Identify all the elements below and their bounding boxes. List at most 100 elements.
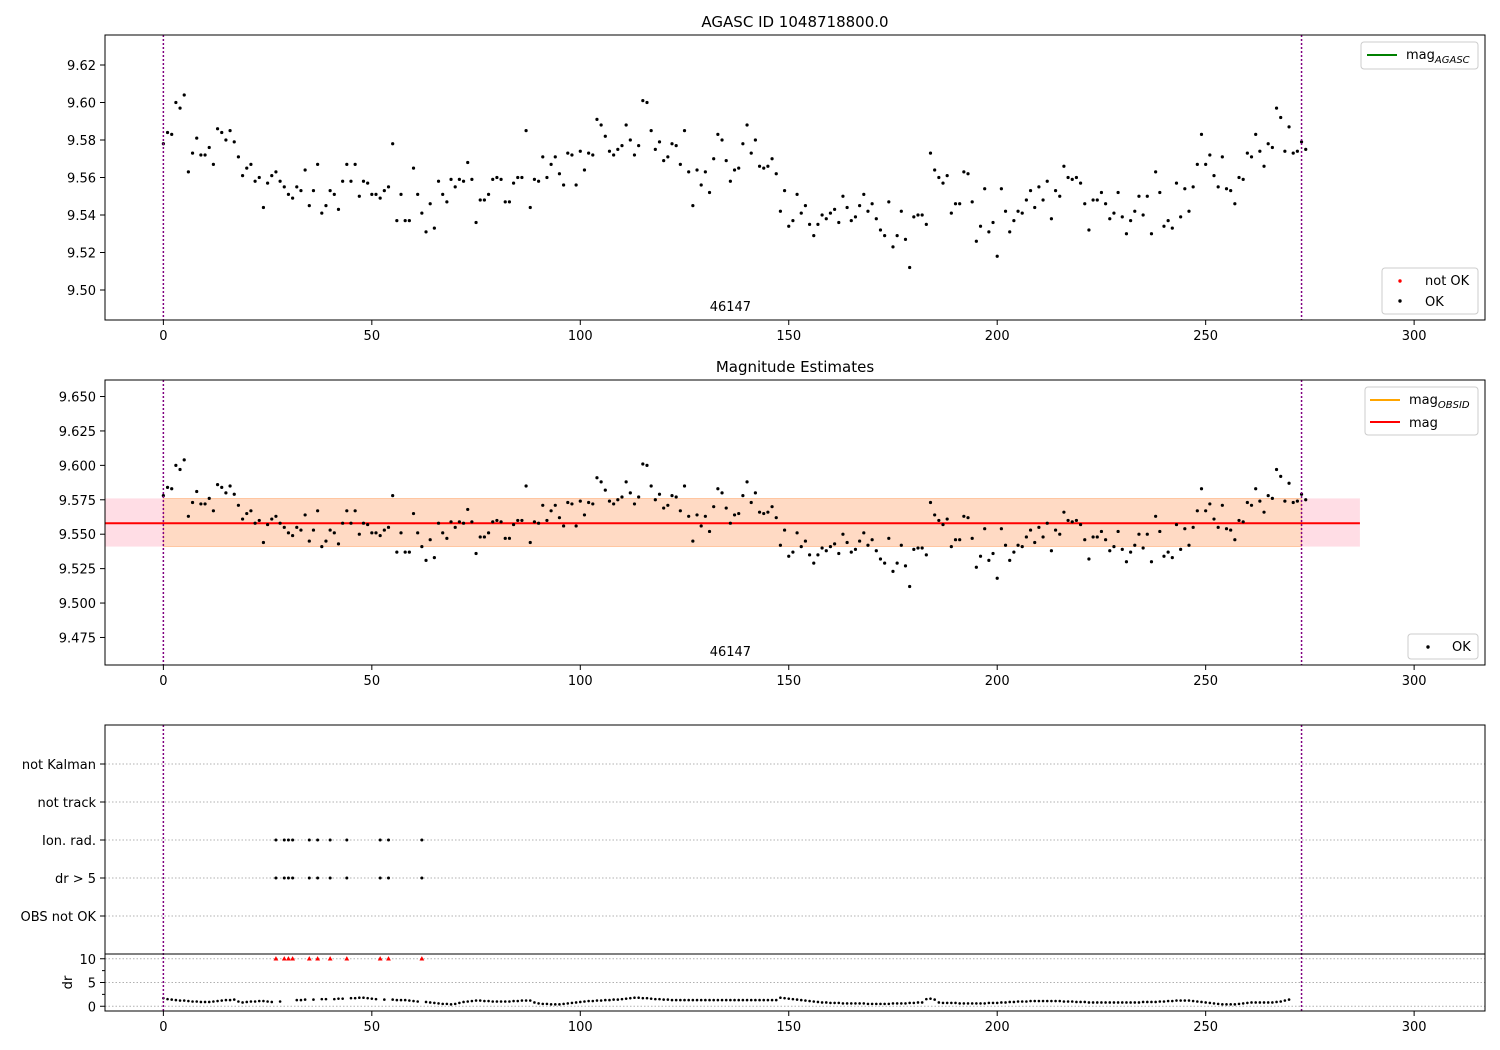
dr-point: [528, 999, 532, 1002]
dr-point: [178, 999, 182, 1002]
mag-point: [928, 500, 933, 505]
magnitude-estimates-panel: Magnitude Estimates 0 50 100 150 200 250 300 9…: [59, 358, 1486, 689]
dr-tick-label: 0: [88, 1000, 96, 1015]
mag-point: [737, 166, 741, 170]
dr-point: [478, 999, 482, 1002]
dr-point: [1100, 1001, 1103, 1004]
mag-point: [1133, 543, 1137, 547]
mag-point: [707, 190, 712, 195]
mag-point: [641, 462, 645, 466]
dr-point: [1275, 1000, 1278, 1004]
mag-point: [753, 491, 757, 495]
mag-point: [924, 553, 928, 557]
mag-point: [1241, 520, 1245, 524]
x-tick-label: 50: [364, 1020, 381, 1035]
dr-point: [1066, 1000, 1070, 1003]
mag-point: [557, 516, 562, 520]
mag-point: [645, 100, 649, 105]
mag-point: [445, 200, 449, 204]
mag-point: [1274, 467, 1279, 472]
dr-point: [704, 998, 707, 1002]
mag-point: [403, 219, 407, 223]
dr-point: [1091, 1001, 1095, 1004]
mag-point: [249, 162, 253, 166]
mag-point: [291, 533, 295, 538]
mag-point: [1066, 175, 1070, 180]
mag-point: [1266, 494, 1270, 498]
mag-point: [1062, 164, 1066, 168]
mag-point: [366, 181, 370, 185]
dr-point: [1004, 1001, 1007, 1004]
mag-point: [1237, 175, 1241, 180]
mag-point: [1174, 181, 1179, 185]
mag-point: [770, 505, 774, 509]
mag-point: [1074, 518, 1079, 523]
dr-point: [1179, 999, 1182, 1002]
mag-point: [603, 134, 607, 138]
mag-point: [491, 177, 495, 181]
dr-point: [1033, 999, 1037, 1003]
mag-point: [899, 209, 903, 213]
mag-point: [791, 219, 795, 223]
mag-point: [311, 528, 316, 532]
mag-point: [416, 531, 420, 535]
mag-point: [933, 168, 937, 172]
dr-point: [1221, 1003, 1224, 1006]
mag-point: [591, 502, 595, 506]
mag-point: [274, 170, 278, 174]
dr-point: [245, 1000, 249, 1004]
x-tick-label: 300: [1402, 674, 1427, 689]
flag-point: [387, 838, 391, 842]
flag-point: [378, 838, 382, 842]
dr-point: [362, 996, 365, 999]
mag-point: [741, 494, 745, 498]
dr-point: [979, 1002, 982, 1005]
legend-upper: magOBSID mag: [1364, 386, 1479, 436]
flag-point: [286, 876, 290, 880]
dr-point: [812, 1000, 816, 1003]
dr-point: [533, 1001, 536, 1004]
mag-point: [1299, 492, 1304, 496]
mag-point: [265, 522, 270, 527]
mag-point: [228, 484, 232, 488]
mag-point: [678, 162, 682, 166]
mag-point: [624, 123, 628, 127]
dr-point: [629, 996, 632, 1000]
dr-point: [1154, 1000, 1157, 1004]
mag-point: [916, 213, 920, 217]
dr-point: [862, 1002, 866, 1005]
mag-point: [645, 463, 649, 467]
dr-point: [433, 1001, 436, 1005]
dr-point: [207, 1000, 211, 1004]
dr-point: [683, 998, 686, 1002]
mag-point: [803, 204, 808, 208]
dr-point: [966, 1002, 970, 1005]
dr-point: [1079, 1000, 1082, 1004]
mag-point: [974, 239, 978, 243]
dr-point: [770, 998, 774, 1002]
mag-point: [478, 535, 482, 539]
mag-point: [691, 539, 695, 543]
dr-point: [1158, 1000, 1162, 1003]
mag-point: [524, 129, 528, 133]
mag-point: [165, 130, 170, 135]
dr-point: [666, 998, 670, 1001]
mag-point: [532, 177, 537, 181]
mag-point: [486, 192, 491, 196]
mag-point: [336, 207, 341, 211]
mag-point: [395, 550, 399, 554]
dr-point: [849, 1002, 853, 1005]
mag-point: [1254, 487, 1258, 491]
x-tick-label: 250: [1193, 674, 1218, 689]
mag-point: [1091, 535, 1095, 539]
dr-point: [845, 1002, 849, 1005]
plot-frame: [104, 379, 1486, 666]
dr-point: [220, 999, 224, 1002]
mag-point: [762, 511, 766, 516]
dr-point: [991, 1001, 995, 1005]
dr-point: [483, 999, 486, 1003]
legend-mag-obsid-subscript: OBSID: [1438, 400, 1470, 411]
mag-point: [1183, 527, 1187, 531]
dr-point: [1075, 1000, 1078, 1004]
mag-point: [453, 185, 457, 189]
